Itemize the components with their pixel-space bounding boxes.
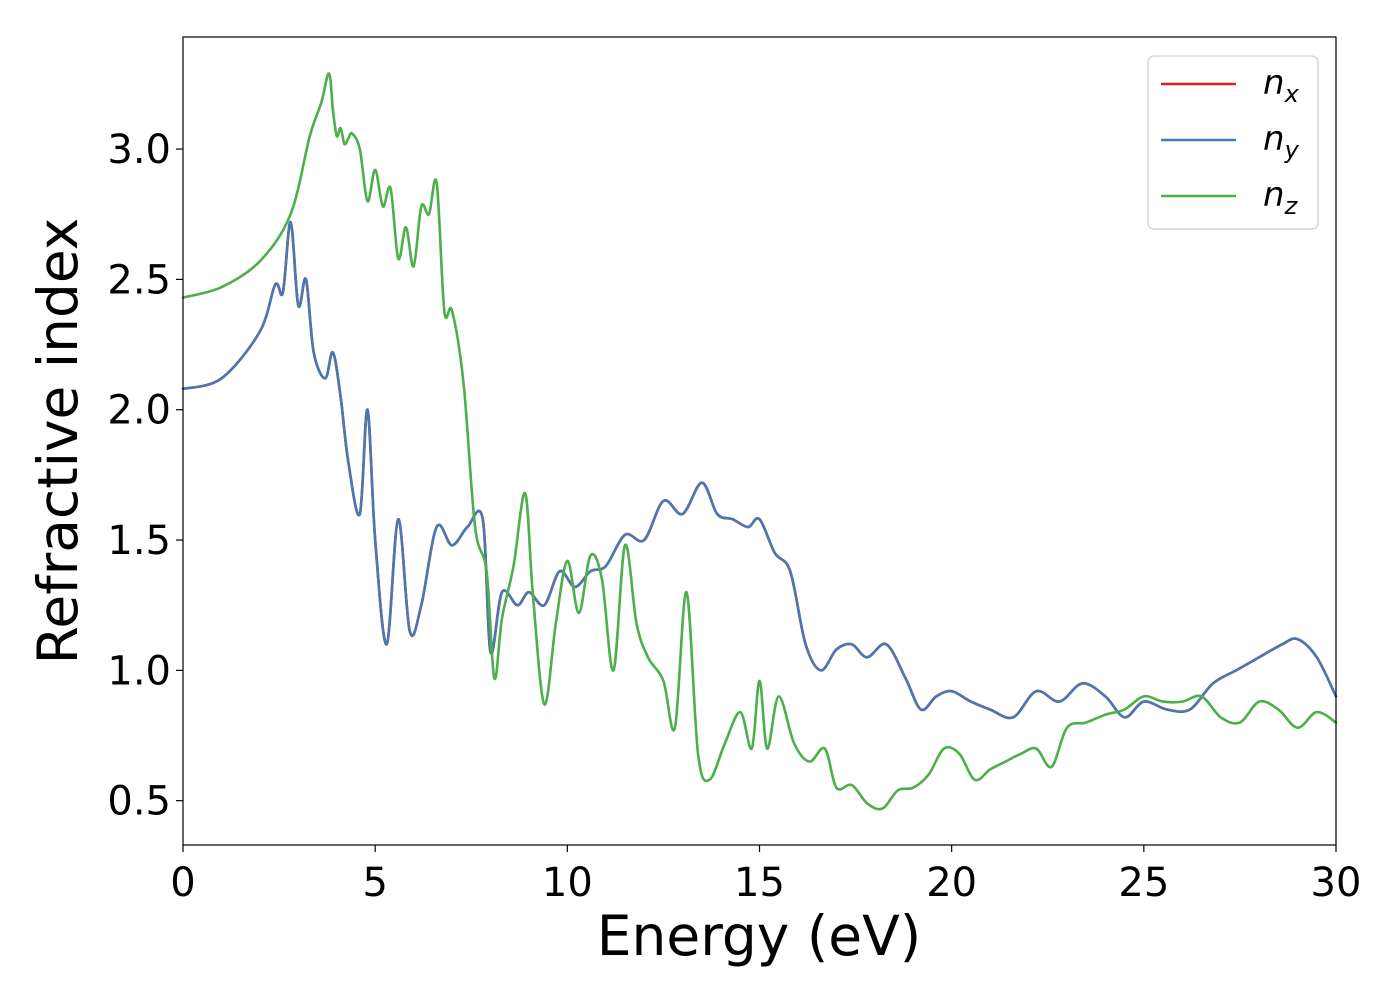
x-tick-label: 15 (734, 860, 785, 906)
series-line-nx (181, 220, 1338, 720)
series-line-nz (181, 72, 1338, 811)
x-tick-label: 30 (1311, 860, 1362, 906)
x-tick-label: 0 (170, 860, 195, 906)
x-tick-label: 10 (542, 860, 593, 906)
x-tick-label: 5 (362, 860, 387, 906)
legend-label-nz: nz (1263, 175, 1299, 220)
series-line-ny (181, 220, 1338, 720)
y-tick-label: 1.5 (107, 518, 171, 564)
x-axis-label: Energy (eV) (597, 904, 921, 968)
legend-label-ny: ny (1263, 119, 1300, 164)
legend-box (1147, 55, 1319, 230)
x-axis: 0 5 10 15 20 25 30 (170, 845, 1361, 906)
y-axis: 0.5 1.0 1.5 2.0 2.5 3.0 (107, 127, 183, 825)
series-layer (181, 72, 1338, 811)
y-tick-label: 3.0 (107, 127, 171, 173)
y-tick-label: 1.0 (107, 648, 171, 694)
y-tick-label: 2.5 (107, 257, 171, 303)
legend-label-nx: nx (1263, 63, 1300, 108)
x-tick-label: 20 (926, 860, 977, 906)
x-tick-label: 25 (1118, 860, 1169, 906)
y-axis-label: Refractive index (26, 218, 90, 665)
legend-items: nx ny nz (1161, 63, 1300, 220)
y-tick-label: 0.5 (107, 779, 171, 825)
y-tick-label: 2.0 (107, 388, 171, 434)
legend: nx ny nz (1147, 55, 1319, 230)
